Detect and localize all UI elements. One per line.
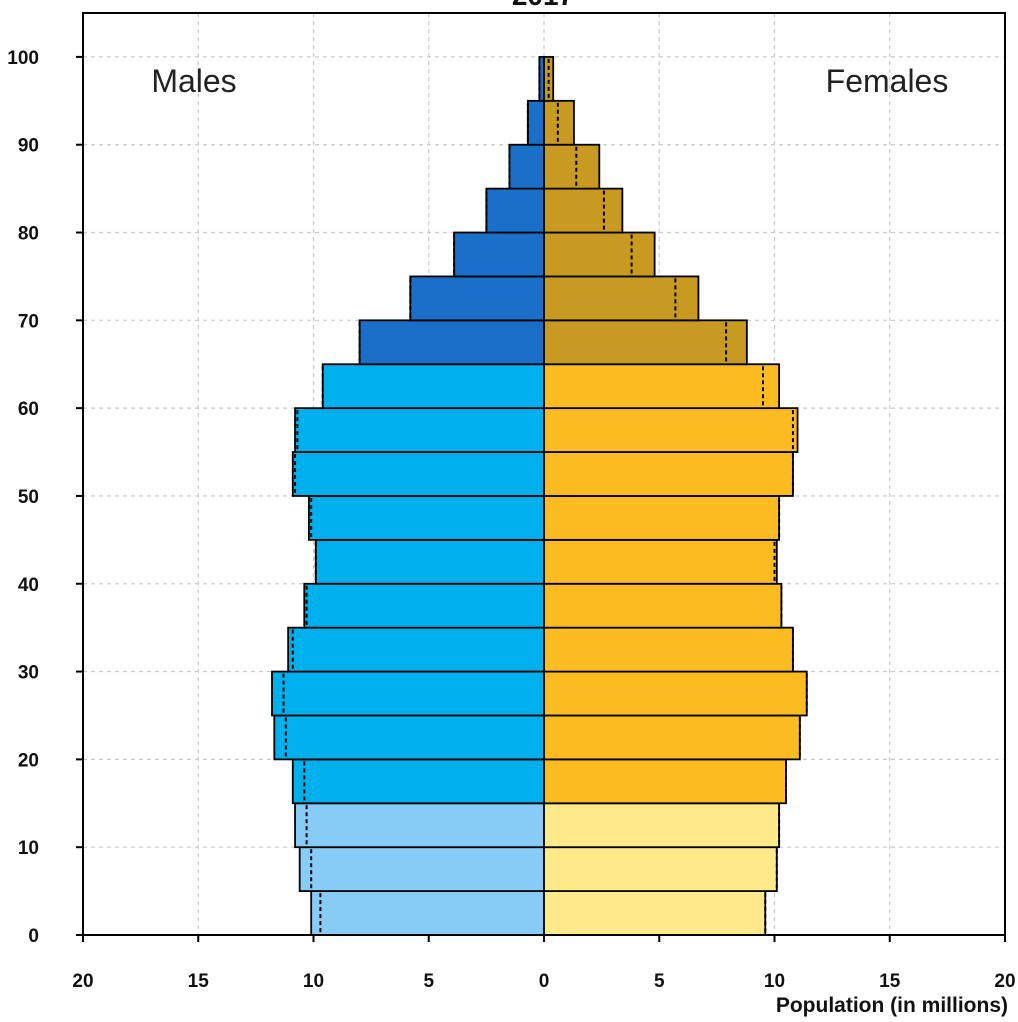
male-bar-35-39 <box>303 582 545 629</box>
female-bar-25-29 <box>543 670 808 717</box>
male-bar-80-84 <box>485 187 545 234</box>
female-bar-85-89 <box>543 143 601 190</box>
female-bar-15-19 <box>543 758 787 805</box>
x-tick-label: 15 <box>879 971 901 992</box>
male-bar-5-9 <box>298 846 545 892</box>
y-tick-label: 30 <box>18 663 39 684</box>
male-bar-50-54 <box>291 451 545 497</box>
bars-group <box>271 56 808 936</box>
y-tick-label: 100 <box>7 48 39 69</box>
female-bar-35-39 <box>543 582 783 629</box>
female-bar-90-94 <box>543 99 575 146</box>
females-label: Females <box>826 63 949 99</box>
x-tick-label: 5 <box>423 971 434 992</box>
female-bar-80-84 <box>543 187 624 234</box>
y-tick-label: 20 <box>18 750 39 771</box>
male-bar-0-4 <box>310 890 545 936</box>
female-bar-10-14 <box>543 802 781 849</box>
y-tick-label: 10 <box>18 838 39 859</box>
x-tick-label: 10 <box>764 971 785 992</box>
x-tick-label: 20 <box>994 971 1015 992</box>
female-bar-60-64 <box>543 363 781 410</box>
male-bar-40-44 <box>314 538 545 585</box>
x-tick-label: 20 <box>72 971 93 992</box>
y-tick-label: 90 <box>18 136 39 157</box>
female-bar-40-44 <box>543 538 778 585</box>
x-tick-label: 10 <box>303 971 324 992</box>
y-tick-label: 50 <box>18 487 39 508</box>
x-axis: 20 15 10 5 0 5 10 15 20 <box>72 935 1016 992</box>
male-bar-10-14 <box>294 802 545 849</box>
x-tick-label: 15 <box>188 971 210 992</box>
male-bar-90-94 <box>526 99 545 146</box>
y-tick-label: 60 <box>18 399 39 420</box>
female-bar-45-49 <box>543 495 781 541</box>
x-axis-label: Population (in millions) <box>776 994 1008 1017</box>
male-bar-55-59 <box>294 407 545 453</box>
female-bar-75-79 <box>543 231 656 278</box>
x-tick-label: 5 <box>654 971 665 992</box>
y-tick-label: 70 <box>18 311 39 332</box>
female-bar-55-59 <box>543 407 799 453</box>
y-axis: 0 10 20 30 40 50 60 70 80 90 100 <box>7 48 83 947</box>
x-tick-label: 0 <box>539 971 550 992</box>
female-bar-50-54 <box>543 451 794 497</box>
male-bar-65-69 <box>358 319 545 366</box>
female-bar-30-34 <box>543 626 794 673</box>
chart-title: 2017 <box>512 0 574 11</box>
female-bar-70-74 <box>543 275 700 322</box>
male-bar-20-24 <box>273 714 545 761</box>
male-bar-45-49 <box>307 495 545 541</box>
y-tick-label: 80 <box>18 224 39 245</box>
male-bar-85-89 <box>508 143 545 190</box>
males-label: Males <box>151 63 236 99</box>
y-tick-label: 40 <box>18 575 39 596</box>
female-bar-0-4 <box>543 890 767 936</box>
male-bar-60-64 <box>321 363 545 410</box>
female-bar-20-24 <box>543 714 801 761</box>
female-bar-95-99 <box>543 56 555 102</box>
male-bar-30-34 <box>287 626 545 673</box>
female-bar-65-69 <box>543 319 748 366</box>
female-bar-5-9 <box>543 846 778 892</box>
y-tick-label: 0 <box>28 926 39 947</box>
male-bar-70-74 <box>409 275 545 322</box>
male-bar-15-19 <box>291 758 545 805</box>
male-bar-25-29 <box>271 670 545 717</box>
male-bar-75-79 <box>453 231 545 278</box>
